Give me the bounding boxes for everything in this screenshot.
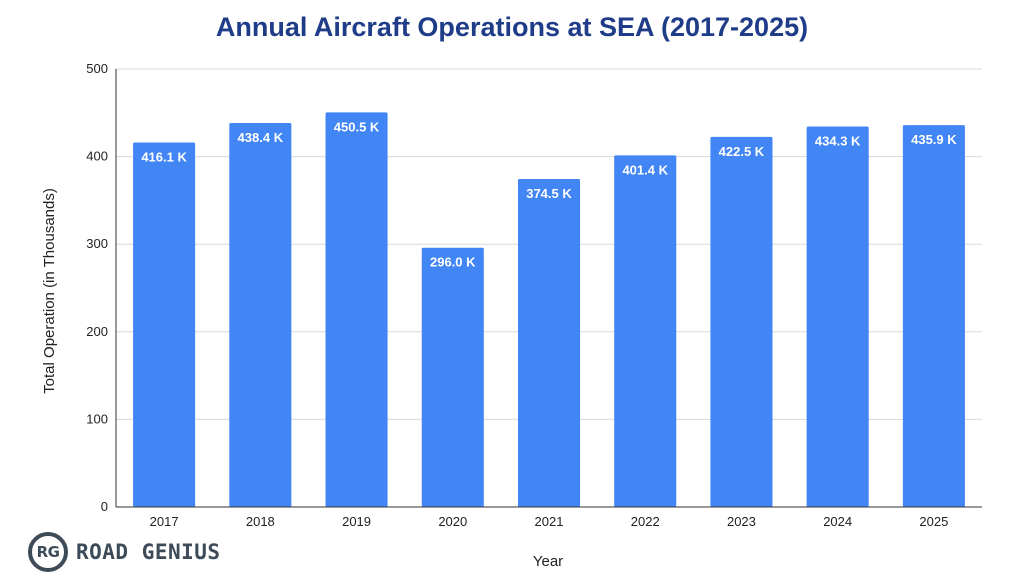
chart-title: Annual Aircraft Operations at SEA (2017-…: [216, 12, 808, 42]
bar-2021: [517, 178, 581, 508]
y-tick-label-300: 300: [86, 236, 108, 251]
data-label-2018: 438.4 K: [238, 130, 284, 145]
y-tick-label-400: 400: [86, 149, 108, 164]
bars-layer: [133, 112, 965, 508]
logo-badge-text: RG: [36, 543, 60, 561]
logo-text: ROAD GENIUS: [76, 540, 221, 564]
data-label-2017: 416.1 K: [141, 149, 187, 164]
data-label-2025: 435.9 K: [911, 132, 957, 147]
bar-2025: [902, 125, 965, 507]
bar-2022: [614, 155, 677, 507]
x-tick-label-2024: 2024: [823, 514, 852, 529]
bar-2020: [421, 247, 484, 508]
data-label-2021: 374.5 K: [526, 186, 572, 201]
axis-layer: 0 100 200 300 400 500 2017 2018 2019 2020 2021 2022…: [86, 61, 982, 529]
bar-2024: [806, 126, 869, 508]
bar-2018: [229, 122, 292, 507]
bar-2019: [325, 112, 388, 507]
data-labels-layer: 416.1 K 438.4 K 450.5 K 296.0 K 374.5 K 401.4…: [141, 119, 957, 269]
x-tick-label-2023: 2023: [727, 514, 756, 529]
x-tick-label-2021: 2021: [535, 514, 564, 529]
x-axis-title: Year: [533, 553, 563, 570]
y-tick-label-200: 200: [86, 324, 108, 339]
y-tick-label-0: 0: [101, 499, 108, 514]
bar-2017: [133, 142, 196, 507]
y-tick-label-500: 500: [86, 61, 108, 76]
x-tick-label-2022: 2022: [631, 514, 660, 529]
x-tick-label-2017: 2017: [150, 514, 179, 529]
logo-badge: RG: [28, 532, 68, 572]
bar-2023: [710, 136, 773, 507]
data-label-2020: 296.0 K: [430, 255, 476, 270]
x-tick-label-2020: 2020: [438, 514, 467, 529]
data-label-2022: 401.4 K: [622, 162, 668, 177]
x-tick-label-2018: 2018: [246, 514, 275, 529]
x-tick-label-2025: 2025: [919, 514, 948, 529]
x-tick-label-2019: 2019: [342, 514, 371, 529]
data-label-2023: 422.5 K: [719, 144, 765, 159]
data-label-2024: 434.3 K: [815, 134, 861, 149]
y-axis-title: Total Operation (in Thousands): [41, 188, 58, 394]
road-genius-logo: RG ROAD GENIUS: [28, 532, 221, 572]
data-label-2019: 450.5 K: [334, 119, 380, 134]
y-tick-label-100: 100: [86, 411, 108, 426]
